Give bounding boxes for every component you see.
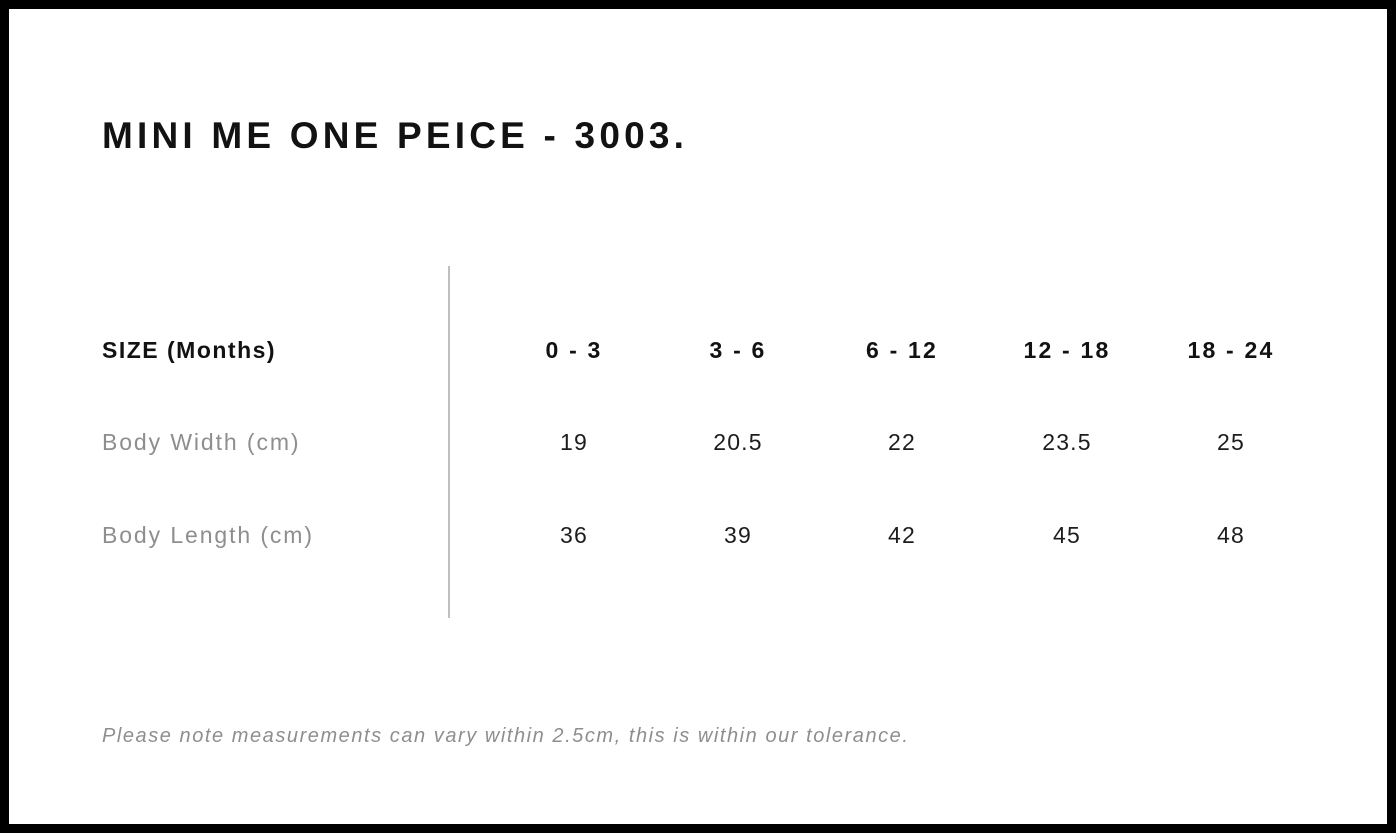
- tolerance-note: Please note measurements can vary within…: [102, 725, 910, 747]
- column-header-18-24: 18 - 24: [1187, 337, 1275, 363]
- row-label-body-width: Body Width (cm): [102, 429, 301, 455]
- cell-body-length-3-6: 39: [724, 522, 752, 548]
- table-row: Body Width (cm) 19 20.5 22 23.5 25: [9, 423, 1387, 461]
- cell-body-width-18-24: 25: [1217, 429, 1245, 455]
- page-title: MINI ME ONE PEICE - 3003.: [102, 115, 689, 156]
- cell-body-width-6-12: 22: [888, 429, 916, 455]
- row-label-body-length: Body Length (cm): [102, 522, 314, 548]
- cell-body-width-0-3: 19: [560, 429, 588, 455]
- column-header-12-18: 12 - 18: [1023, 337, 1111, 363]
- cell-body-length-12-18: 45: [1053, 522, 1081, 548]
- size-chart-table: SIZE (Months) 0 - 3 3 - 6 6 - 12 12 - 18…: [9, 9, 1387, 824]
- column-header-0-3: 0 - 3: [545, 337, 603, 363]
- column-header-6-12: 6 - 12: [865, 337, 938, 363]
- cell-body-length-0-3: 36: [560, 522, 588, 548]
- cell-body-length-6-12: 42: [888, 522, 916, 548]
- cell-body-width-3-6: 20.5: [713, 429, 763, 455]
- table-row: Body Length (cm) 36 39 42 45 48: [9, 516, 1387, 554]
- header-row-label: SIZE (Months): [102, 337, 277, 363]
- column-header-3-6: 3 - 6: [709, 337, 767, 363]
- table-header-row: SIZE (Months) 0 - 3 3 - 6 6 - 12 12 - 18…: [9, 331, 1387, 369]
- size-chart-sheet: MINI ME ONE PEICE - 3003. SIZE (Months) …: [9, 9, 1387, 824]
- cell-body-length-18-24: 48: [1217, 522, 1245, 548]
- column-divider: [448, 266, 450, 618]
- cell-body-width-12-18: 23.5: [1042, 429, 1092, 455]
